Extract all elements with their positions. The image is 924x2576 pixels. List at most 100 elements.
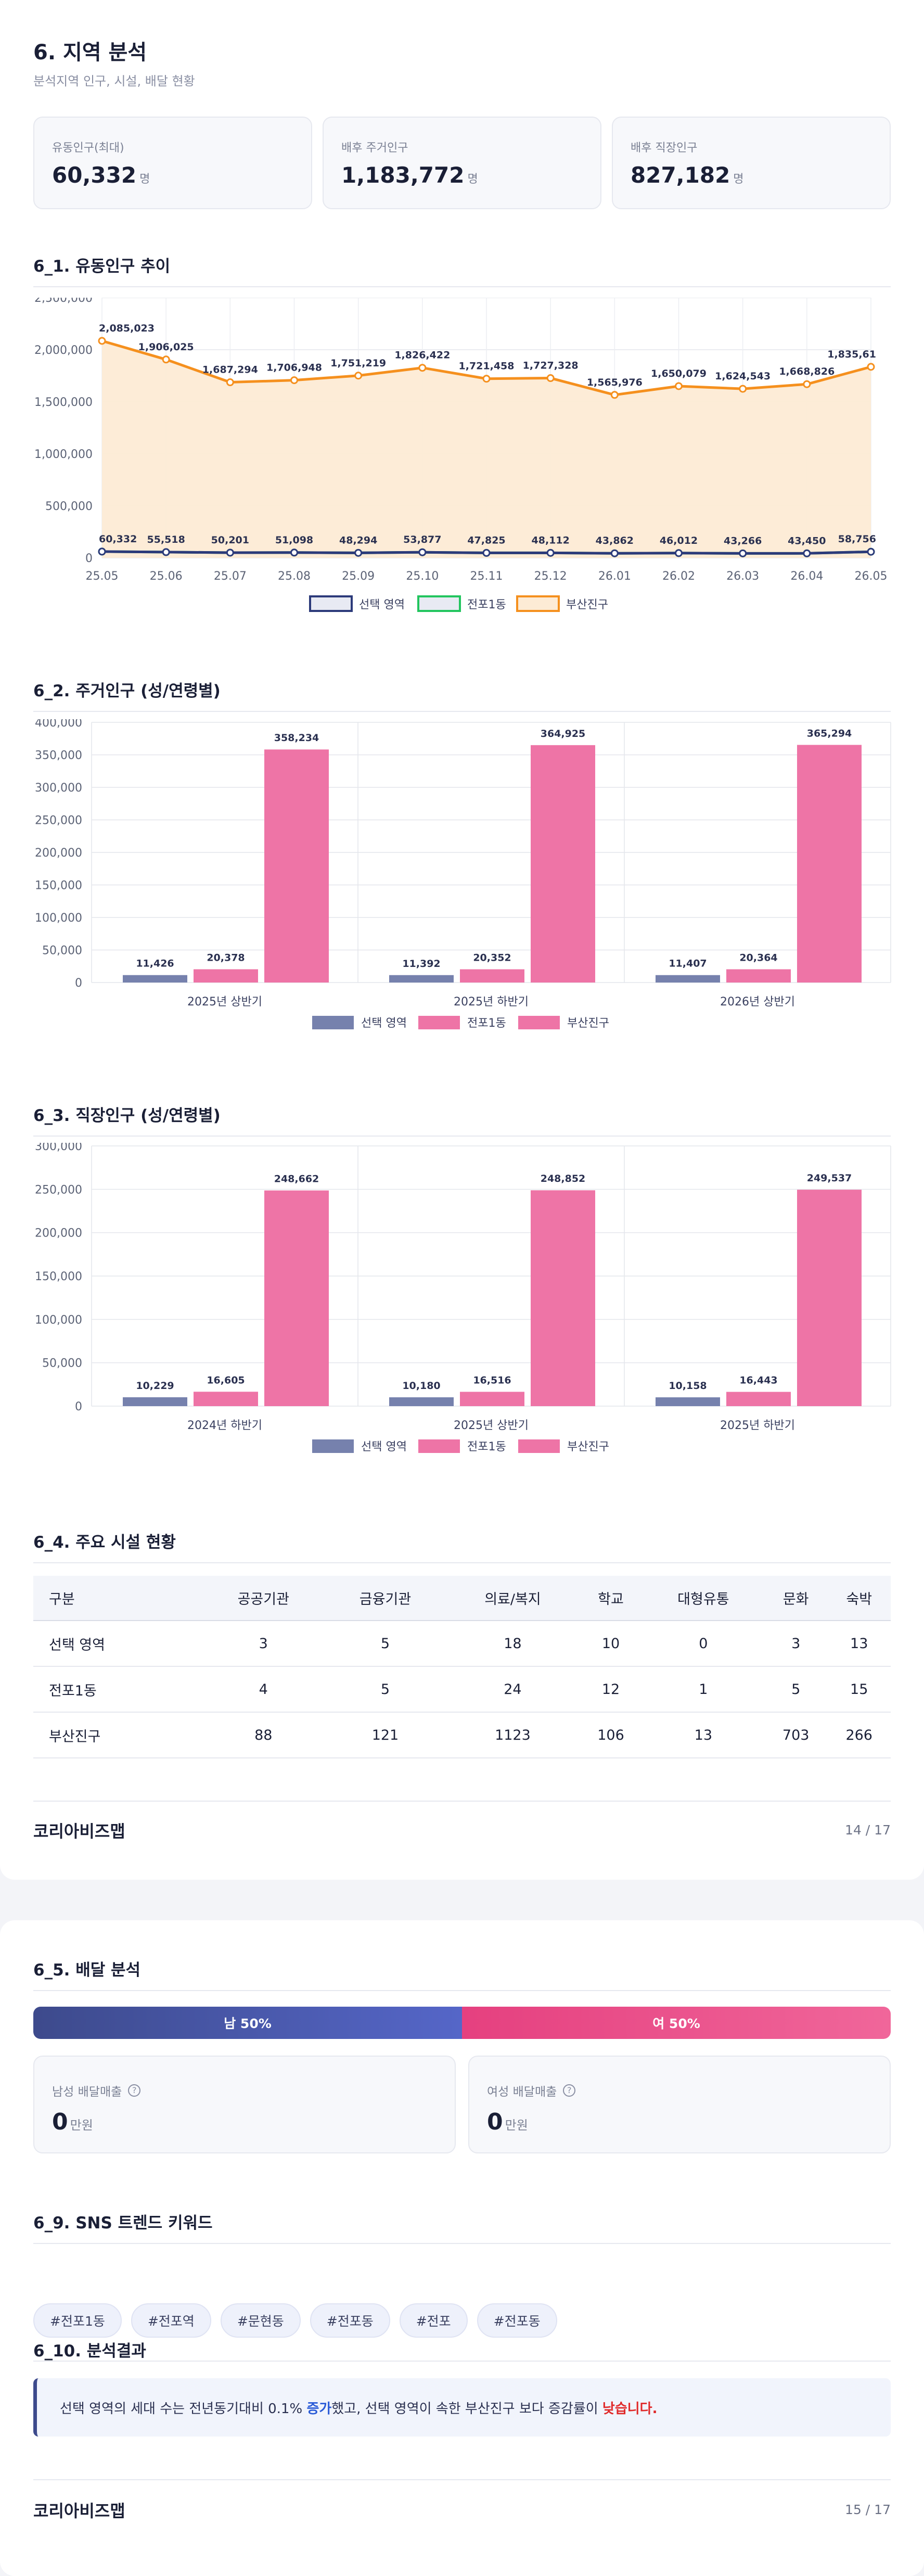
y-tick-label: 150,000 xyxy=(35,1270,82,1283)
floating-population-line-chart: 0 500,000 1,000,000 1,500,000 2,000,000 2,500… xyxy=(34,298,887,612)
section-divider xyxy=(33,2361,891,2362)
data-point xyxy=(803,549,811,557)
legend-label: 선택 영역 xyxy=(361,1017,407,1030)
column-header: 금융기관 xyxy=(324,1576,446,1621)
legend-swatch xyxy=(312,1016,354,1029)
x-tick-label: 26.03 xyxy=(726,570,759,583)
data-point xyxy=(610,391,619,399)
column-header: 대형유통 xyxy=(642,1576,764,1621)
sns-keyword-tag[interactable]: #문현동 xyxy=(220,2303,301,2338)
kpi-value: 1,183,772 명 xyxy=(341,162,478,188)
data-point xyxy=(482,375,491,383)
data-label: 1,706,948 xyxy=(266,362,322,374)
x-tick-label: 2025년 상반기 xyxy=(187,996,262,1009)
sns-keyword-tag[interactable]: #전포동 xyxy=(477,2303,557,2338)
footer-brand: 코리아비즈맵 xyxy=(33,2501,125,2521)
bar xyxy=(389,975,454,983)
gender-ratio-bar: 남 50% 여 50% xyxy=(33,2007,891,2039)
section-divider xyxy=(33,1136,891,1137)
legend-label: 선택 영역 xyxy=(361,1440,407,1453)
table-cell: 1123 xyxy=(446,1712,580,1758)
data-point xyxy=(739,549,747,557)
table-cell: 12 xyxy=(579,1666,643,1713)
card-label: 남성 배달매출 xyxy=(52,2085,122,2099)
section-divider xyxy=(33,1562,891,1563)
female-share-segment: 여 50% xyxy=(462,2007,891,2039)
data-point xyxy=(162,355,170,364)
table-cell: 13 xyxy=(642,1712,764,1758)
bar xyxy=(726,969,791,983)
data-label: 58,756 xyxy=(838,533,876,545)
sns-keyword-tag[interactable]: #전포 xyxy=(399,2303,468,2338)
table-cell: 4 xyxy=(202,1666,325,1713)
table-cell: 15 xyxy=(827,1666,891,1713)
table-cell: 부산진구 xyxy=(33,1712,203,1758)
lower-highlight: 낮습니다. xyxy=(602,2401,658,2417)
table-cell: 24 xyxy=(446,1666,580,1713)
table-cell: 10 xyxy=(579,1621,643,1667)
y-tick-label: 2,500,000 xyxy=(34,298,93,305)
legend-label: 전포1동 xyxy=(467,1017,506,1030)
bar xyxy=(797,1190,862,1406)
y-tick-label: 100,000 xyxy=(35,1313,82,1327)
sns-keyword-tag[interactable]: #전포1동 xyxy=(33,2303,122,2338)
x-tick-label: 25.09 xyxy=(342,570,375,583)
data-label: 358,234 xyxy=(274,732,319,744)
x-tick-label: 25.10 xyxy=(406,570,439,583)
table-cell: 703 xyxy=(764,1712,828,1758)
bar xyxy=(797,745,862,983)
data-point xyxy=(162,548,170,556)
data-label: 2,085,023 xyxy=(99,323,155,334)
section-title-floating-trend: 6_1. 유동인구 추이 xyxy=(33,257,171,276)
y-tick-label: 50,000 xyxy=(42,1357,82,1370)
legend-label: 부산진구 xyxy=(567,1017,609,1030)
result-text: 선택 영역의 세대 수는 전년동기대비 0.1% 증가했고, 선택 영역이 속한… xyxy=(60,2401,658,2417)
data-label: 1,906,025 xyxy=(138,341,194,353)
data-point xyxy=(98,337,106,345)
section-title-sns: 6_9. SNS 트렌드 키워드 xyxy=(33,2214,213,2233)
data-label: 364,925 xyxy=(541,728,586,739)
page-title: 6. 지역 분석 xyxy=(33,41,147,65)
legend-swatch xyxy=(418,1439,460,1453)
sns-keyword-tag[interactable]: #전포역 xyxy=(131,2303,211,2338)
y-tick-label: 250,000 xyxy=(35,1183,82,1196)
data-point xyxy=(675,549,683,557)
column-header: 학교 xyxy=(579,1576,643,1621)
bar xyxy=(726,1392,791,1406)
sns-keyword-tag[interactable]: #전포동 xyxy=(310,2303,390,2338)
table-cell: 전포1동 xyxy=(33,1666,203,1713)
bar xyxy=(531,1190,595,1406)
legend-swatch xyxy=(518,1016,560,1029)
section-divider xyxy=(33,1990,891,1991)
data-label: 11,426 xyxy=(136,958,174,970)
column-header: 문화 xyxy=(764,1576,828,1621)
bar xyxy=(656,975,720,983)
y-tick-label: 0 xyxy=(75,1400,82,1413)
data-label: 10,180 xyxy=(402,1380,440,1392)
page-number: 15 / 17 xyxy=(845,2502,891,2517)
y-tick-label: 1,000,000 xyxy=(34,448,93,461)
data-label: 51,098 xyxy=(275,534,313,546)
table-row: 부산진구 88 121 1123 106 13 703 266 xyxy=(33,1712,891,1758)
table-cell: 18 xyxy=(446,1621,580,1667)
data-label: 1,826,422 xyxy=(394,350,450,361)
table-cell: 5 xyxy=(764,1666,828,1713)
data-point xyxy=(546,374,555,382)
increase-highlight: 증가 xyxy=(306,2401,332,2417)
data-point xyxy=(418,548,427,556)
data-point xyxy=(226,378,234,387)
data-point xyxy=(226,549,234,557)
table-cell: 3 xyxy=(202,1621,325,1667)
legend-label: 부산진구 xyxy=(567,1440,609,1453)
data-label: 1,687,294 xyxy=(202,364,258,376)
section-divider xyxy=(33,2243,891,2244)
data-label: 20,364 xyxy=(739,952,777,964)
help-icon[interactable]: ? xyxy=(563,2084,576,2097)
page-subtitle: 분석지역 인구, 시설, 배달 현황 xyxy=(33,74,195,88)
x-tick-label: 2026년 상반기 xyxy=(720,996,795,1009)
sns-keyword-list: #전포1동 #전포역 #문현동 #전포동 #전포 #전포동 xyxy=(33,2303,557,2338)
y-tick-label: 0 xyxy=(75,977,82,990)
data-label: 16,516 xyxy=(473,1374,511,1386)
y-tick-label: 300,000 xyxy=(35,1143,82,1153)
help-icon[interactable]: ? xyxy=(128,2084,141,2097)
